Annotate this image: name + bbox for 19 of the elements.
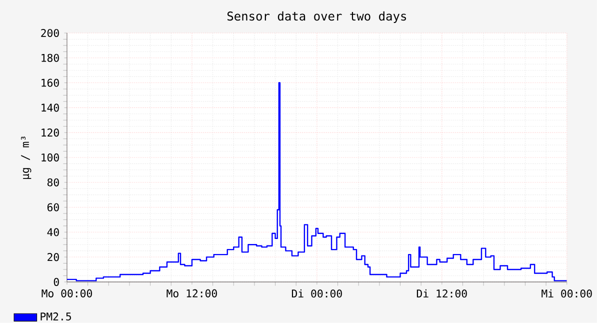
y-tick-label: 120 [42, 128, 59, 137]
legend-label: PM2.5 [40, 312, 71, 321]
y-tick-label: 40 [47, 228, 59, 236]
x-tick-label: Mo 00:00 [42, 289, 92, 298]
chart-title: Sensor data over two days [227, 12, 406, 24]
y-tick-label: 20 [48, 253, 59, 262]
x-tick-label: Mo 12:00 [166, 289, 217, 298]
y-axis-title: µg / m³ [20, 136, 32, 180]
y-tick-label: 0 [54, 278, 59, 286]
y-tick-label: 80 [47, 178, 59, 187]
y-tick-label: 160 [42, 78, 59, 87]
y-tick-label: 140 [42, 104, 59, 112]
y-tick-label: 180 [42, 54, 59, 62]
y-tick-label: 100 [42, 154, 59, 162]
x-tick-label: Di 00:00 [292, 289, 342, 298]
y-tick-label: 200 [41, 29, 59, 38]
x-tick-label: Mi 00:00 [542, 289, 592, 298]
y-tick-label: 60 [47, 203, 59, 212]
x-tick-label: Di 12:00 [416, 289, 467, 298]
